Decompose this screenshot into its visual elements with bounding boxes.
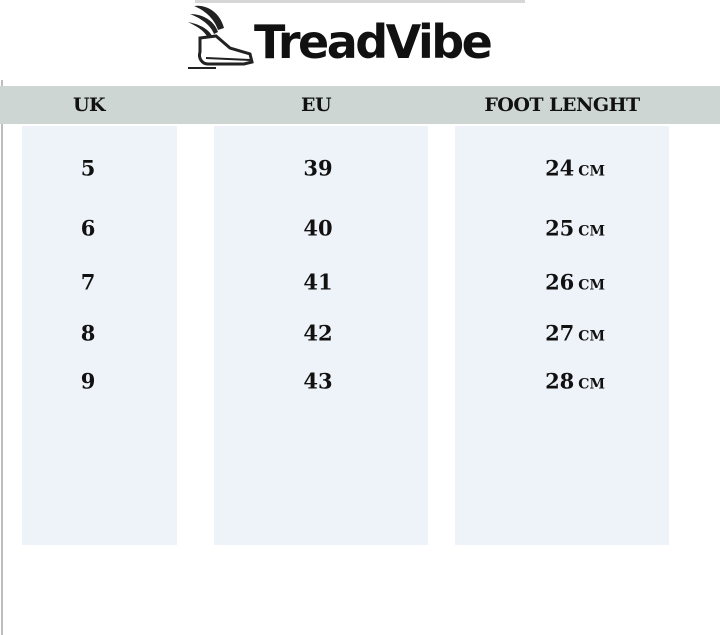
unit-label: CM [578, 328, 605, 345]
header-foot-length: FOOT LENGHT [484, 94, 640, 116]
foot-length-value: 27 [545, 320, 575, 346]
unit-label: CM [578, 163, 605, 180]
cell-foot-length: 24 CM [520, 156, 630, 181]
unit-label: CM [578, 376, 605, 393]
header-eu: EU [300, 94, 332, 116]
table-header: UK EU FOOT LENGHT [0, 86, 720, 124]
cell-foot-length: 28 CM [520, 369, 630, 394]
foot-length-value: 28 [545, 368, 575, 394]
column-eu [214, 126, 428, 545]
top-divider [195, 0, 525, 3]
header-uk: UK [72, 94, 106, 116]
left-border [1, 80, 3, 635]
unit-label: CM [578, 223, 605, 240]
cell-uk: 7 [80, 269, 96, 295]
brand-name: TreadVibe [254, 15, 493, 69]
brand-logo: TreadVibe [186, 2, 493, 72]
cell-eu: 41 [303, 269, 333, 295]
cell-uk: 6 [80, 215, 96, 241]
cell-foot-length: 27 CM [520, 321, 630, 346]
winged-shoe-icon [188, 5, 254, 69]
cell-eu: 43 [303, 368, 333, 394]
column-foot-length [455, 126, 669, 545]
cell-eu: 40 [303, 215, 333, 241]
cell-uk: 5 [80, 155, 96, 181]
cell-eu: 42 [303, 320, 333, 346]
foot-length-value: 26 [545, 269, 575, 295]
foot-length-value: 25 [545, 215, 575, 241]
cell-foot-length: 26 CM [520, 270, 630, 295]
cell-uk: 9 [80, 368, 96, 394]
cell-foot-length: 25 CM [520, 216, 630, 241]
unit-label: CM [578, 277, 605, 294]
cell-eu: 39 [303, 155, 333, 181]
foot-length-value: 24 [545, 155, 575, 181]
column-uk [22, 126, 177, 545]
cell-uk: 8 [80, 320, 96, 346]
